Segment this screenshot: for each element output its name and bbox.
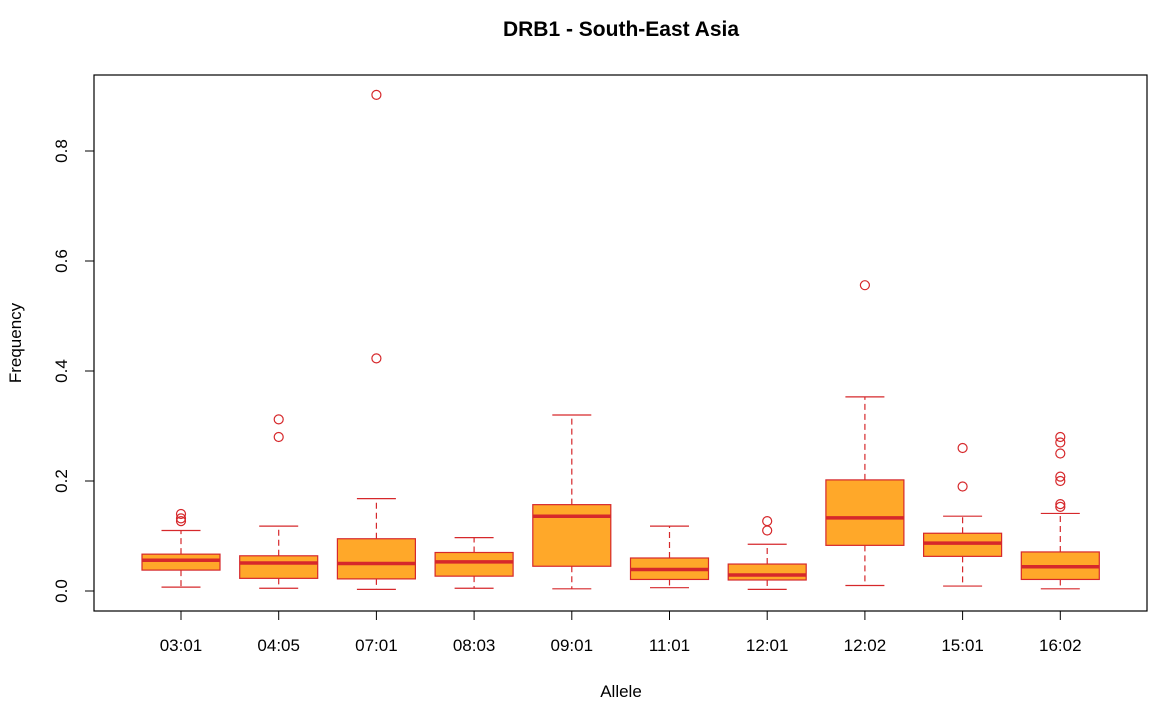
x-tick-label: 07:01 — [355, 636, 398, 655]
chart-title: DRB1 - South-East Asia — [503, 18, 739, 41]
outlier-point — [175, 508, 187, 520]
outlier-point — [1055, 501, 1066, 512]
outlier-point — [371, 353, 382, 364]
outlier-point — [175, 516, 187, 527]
x-tick-label: 03:01 — [160, 636, 203, 655]
y-axis-label: Frequency — [6, 302, 25, 383]
box-03-01 — [141, 508, 221, 588]
outlier-point — [1055, 431, 1066, 443]
y-tick-label: 0.2 — [52, 469, 71, 493]
box-11-01 — [629, 525, 710, 589]
y-tick-label: 0.0 — [52, 579, 71, 603]
y-tick-label: 0.6 — [52, 249, 71, 273]
outlier-point — [1055, 448, 1066, 459]
x-tick-label: 04:05 — [257, 636, 300, 655]
outlier-point — [175, 513, 187, 524]
outlier-point — [957, 481, 968, 492]
iqr-box — [532, 504, 612, 567]
box-07-01 — [336, 89, 416, 590]
x-tick-label: 08:03 — [453, 636, 496, 655]
x-tick-label: 11:01 — [649, 636, 690, 655]
x-tick-label: 09:01 — [551, 636, 594, 655]
iqr-box — [336, 538, 416, 580]
box-series — [141, 89, 1100, 590]
outlier-point — [371, 89, 382, 101]
x-tick-label: 12:02 — [844, 636, 887, 655]
iqr-box — [141, 553, 221, 571]
outlier-point — [1055, 471, 1066, 482]
outlier-point — [1055, 499, 1066, 510]
y-tick-label: 0.4 — [52, 359, 71, 383]
box-15-01 — [922, 442, 1003, 587]
iqr-box — [825, 479, 905, 546]
y-tick-label: 0.8 — [52, 139, 71, 163]
outlier-point — [762, 525, 773, 536]
x-tick-label: 15:01 — [941, 636, 984, 655]
plot-frame — [93, 74, 1148, 612]
iqr-box — [434, 551, 514, 577]
x-tick-label: 12:01 — [746, 636, 789, 655]
y-axis: 0.0 0.2 0.4 0.6 0.8 — [52, 139, 95, 603]
box-12-01 — [727, 516, 807, 590]
box-09-01 — [532, 414, 612, 590]
iqr-box — [727, 563, 807, 581]
outlier-point — [1055, 437, 1066, 448]
box-16-02 — [1020, 431, 1100, 590]
box-12-02 — [825, 280, 905, 587]
outlier-point — [273, 431, 284, 443]
outlier-point — [859, 280, 871, 291]
box-04-05 — [239, 414, 319, 589]
outlier-point — [957, 442, 968, 454]
outlier-point — [762, 516, 773, 527]
outlier-point — [273, 414, 284, 425]
x-axis: 03:01 04:05 07:01 08:03 09:01 11:01 12:01 12:02… — [160, 610, 1082, 655]
x-axis-label: Allele — [600, 682, 642, 701]
x-tick-label: 16:02 — [1039, 636, 1082, 655]
iqr-box — [239, 555, 319, 579]
outlier-point — [1055, 475, 1066, 487]
box-08-03 — [434, 537, 514, 589]
